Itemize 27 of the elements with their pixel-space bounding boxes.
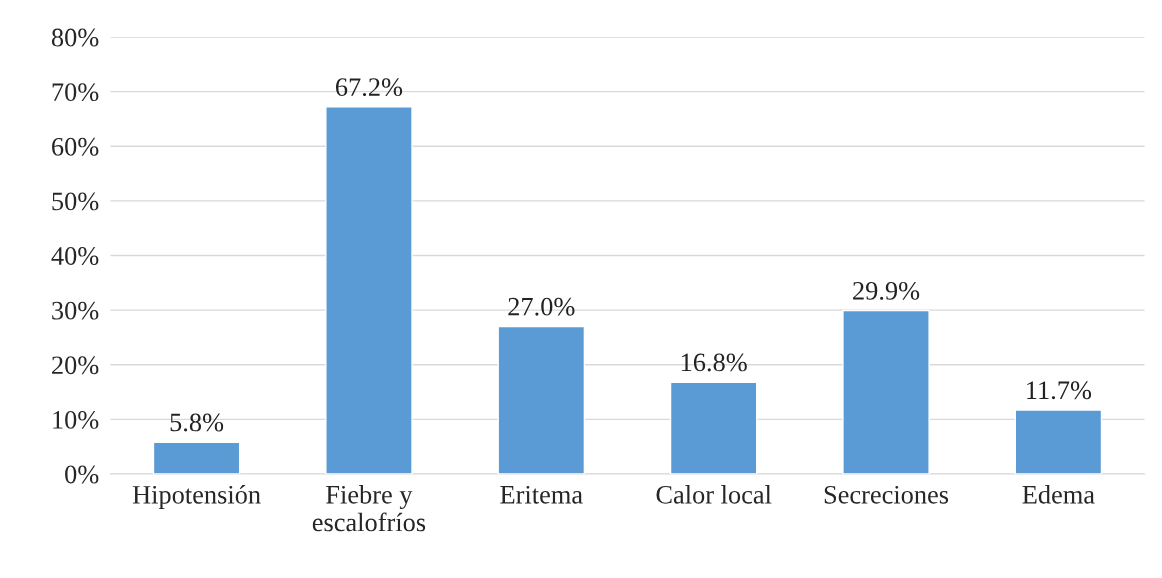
y-tick-label: 20% [52,356,99,375]
y-tick-label: 60% [52,137,99,156]
x-tick-label: Hipotensión [132,485,261,510]
x-tick-label: Eritema [500,485,583,504]
x-tick-label: Secreciones [824,485,949,504]
x-tick-label: Fiebre y escalofríos [312,485,426,532]
bar [842,309,930,474]
y-tick-label: 0% [65,465,99,484]
y-tick-label: 30% [52,301,99,320]
y-tick-label: 70% [52,83,99,102]
bar [152,441,241,474]
data-label: 27.0% [508,297,575,316]
y-tick-label: 10% [53,410,99,429]
x-tick-label: Edema [1022,485,1095,504]
y-tick-label: 40% [51,247,99,265]
y-tick-label: 80% [51,28,99,47]
bar [325,106,413,474]
x-tick-label: Calor local [656,485,772,504]
data-label: 11.7% [1027,381,1092,400]
data-label: 67.2% [335,78,403,97]
bar [497,325,586,474]
bar [1014,409,1103,474]
data-label: 5.8% [170,413,224,432]
y-tick-label: 50% [52,192,99,211]
data-label: 16.8% [681,353,747,372]
data-label: 29.9% [853,281,920,300]
bar [669,381,758,474]
